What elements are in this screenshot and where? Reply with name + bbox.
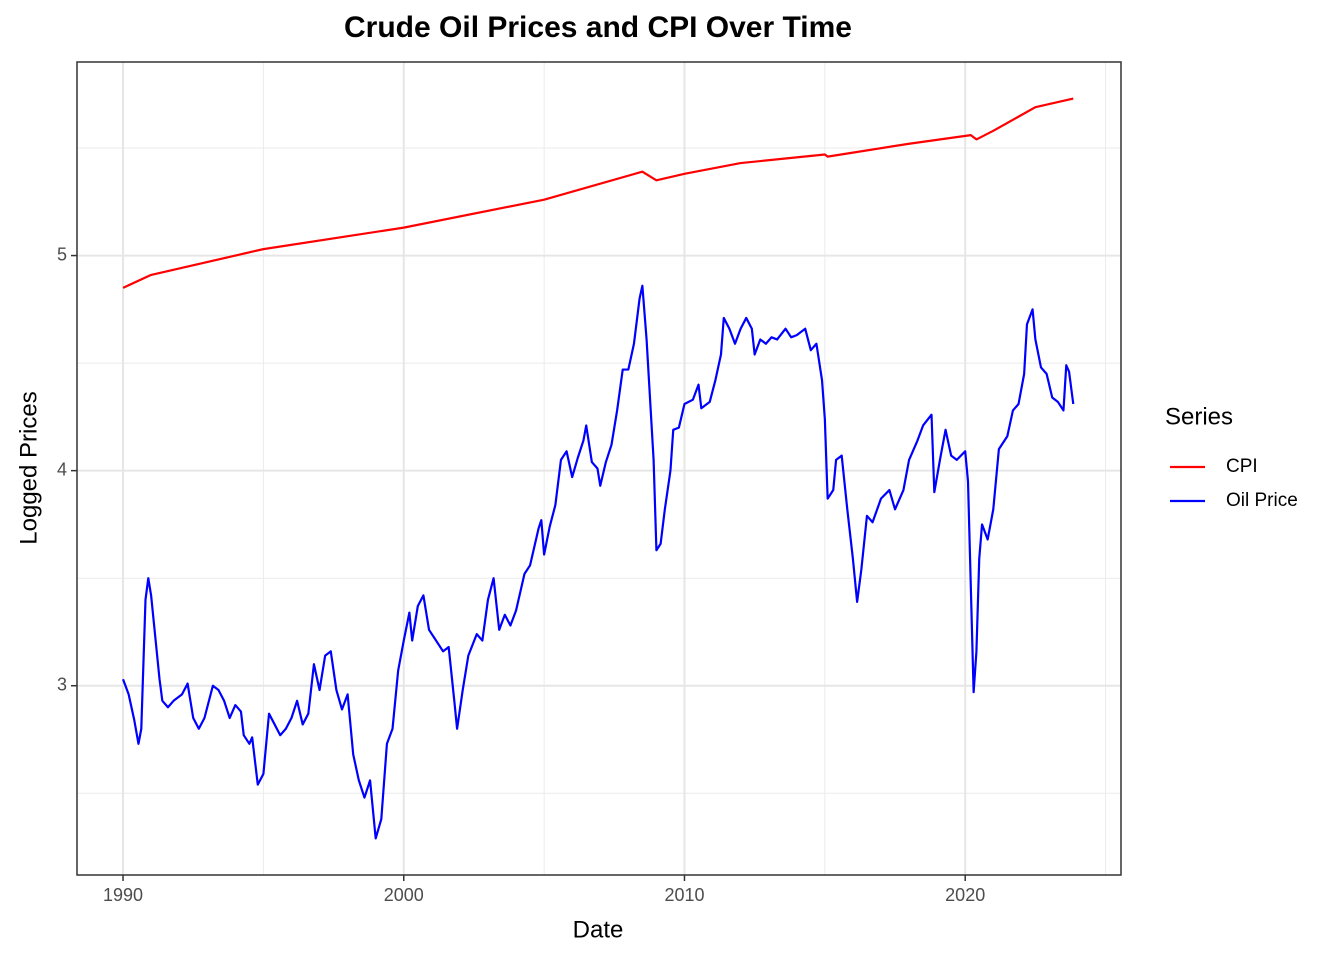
legend-title: Series <box>1165 403 1233 430</box>
y-axis-label: Logged Prices <box>15 391 42 544</box>
x-tick-label: 2010 <box>664 885 704 905</box>
x-tick-label: 2020 <box>945 885 985 905</box>
chart-title: Crude Oil Prices and CPI Over Time <box>344 11 852 44</box>
y-tick-label: 3 <box>57 674 67 694</box>
series-line <box>122 284 1075 840</box>
legend-label: Oil Price <box>1226 490 1298 511</box>
y-tick-label: 5 <box>57 244 67 264</box>
x-axis-label: Date <box>573 916 624 943</box>
x-tick-label: 2000 <box>384 885 424 905</box>
plot-border <box>76 61 1122 876</box>
x-tick-label: 1990 <box>103 885 143 905</box>
series-line <box>122 97 1074 289</box>
y-tick-label: 4 <box>57 459 67 479</box>
legend-label: CPI <box>1226 456 1258 477</box>
